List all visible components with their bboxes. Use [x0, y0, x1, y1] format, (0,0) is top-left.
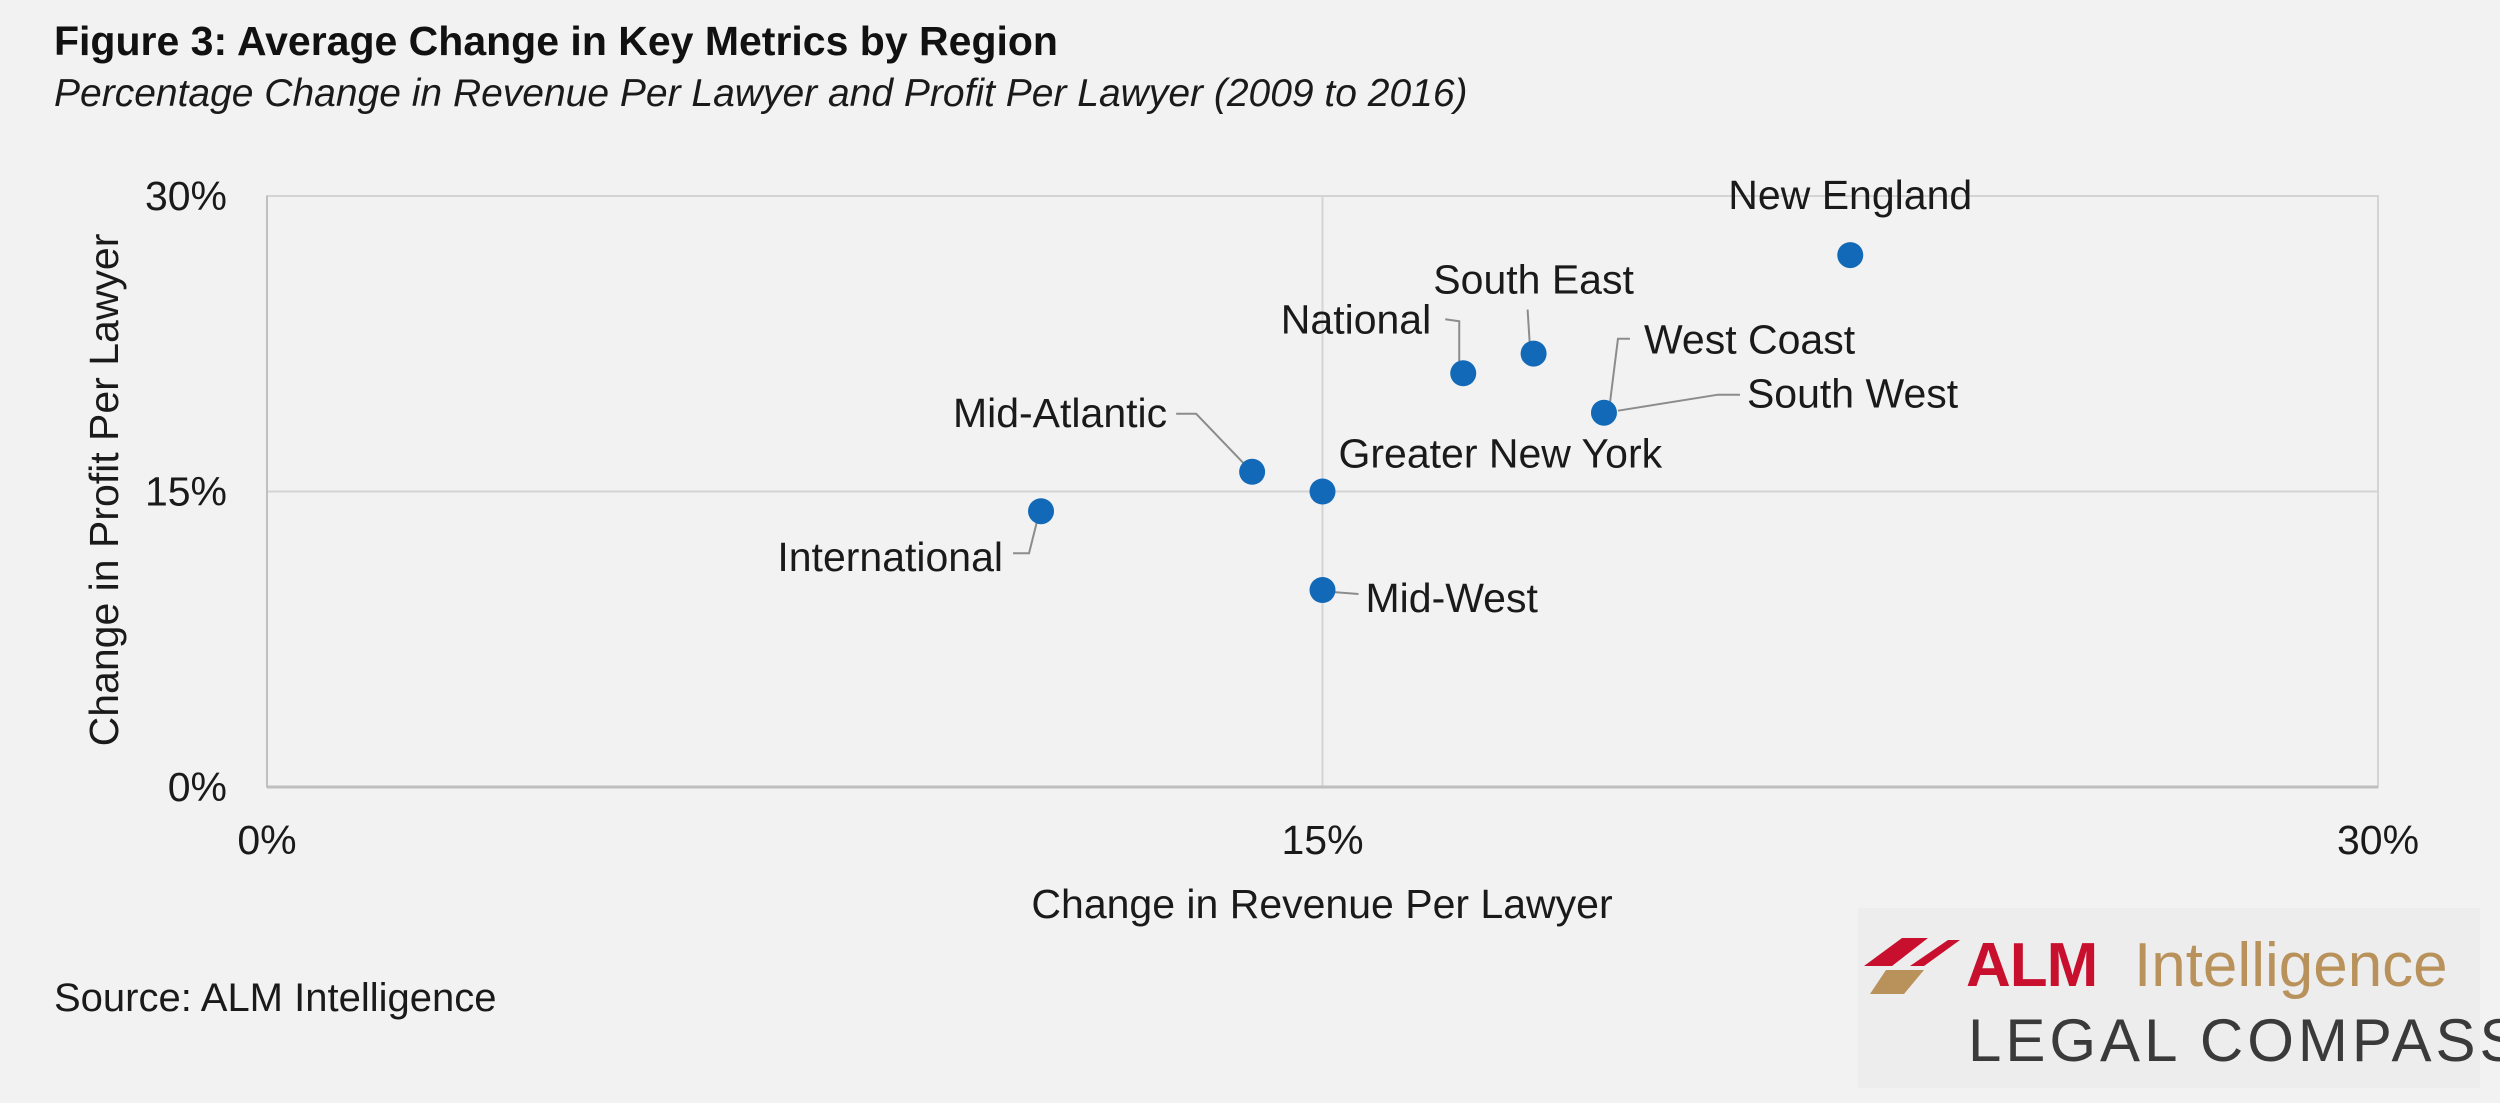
scatter-point: [1309, 478, 1336, 505]
scatter-point: [1590, 399, 1617, 426]
logo-brand: ALM: [1966, 931, 2098, 1000]
scatter-chart: 0% 15% 30% 0% 15% 30% Change in Revenue Per L…: [81, 172, 2419, 927]
x-tick-label: 15%: [1281, 817, 1363, 863]
point-label: Greater New York: [1339, 431, 1663, 477]
leader-line: [1608, 337, 1630, 403]
point-label: South East: [1433, 257, 1634, 303]
point-label: West Coast: [1644, 317, 1856, 363]
x-tick-label: 0%: [237, 817, 296, 863]
scatter-point: [1239, 458, 1266, 485]
alm-logo-mark-icon: [1864, 938, 1960, 994]
point-label: New England: [1728, 172, 1972, 218]
scatter-point: [1450, 360, 1477, 387]
x-axis-label: Change in Revenue Per Lawyer: [1031, 881, 1612, 927]
leader-line: [1013, 520, 1039, 555]
leader-line: [1445, 318, 1461, 362]
axis-tick-labels: 0% 15% 30% 0% 15% 30%: [145, 173, 2419, 863]
point-label: National: [1281, 296, 1431, 342]
scatter-point: [1309, 577, 1336, 603]
point-label: Mid-West: [1366, 575, 1539, 621]
alm-intelligence-logo: ALM Intelligence LEGAL COMPASS: [1858, 908, 2500, 1088]
scatter-point: [1028, 498, 1055, 525]
y-tick-label: 15%: [145, 469, 227, 515]
y-axis-label: Change in Profit Per Lawyer: [81, 234, 127, 747]
figure-title: Figure 3: Average Change in Key Metrics …: [54, 18, 1058, 64]
y-tick-label: 30%: [145, 173, 227, 219]
source-note: Source: ALM Intelligence: [54, 976, 497, 1020]
point-label: Mid-Atlantic: [953, 390, 1167, 436]
scatter-point: [1520, 340, 1547, 367]
leader-line: [1526, 309, 1531, 342]
figure-subtitle: Percentage Change in Revenue Per Lawyer …: [54, 72, 1468, 115]
scatter-point: [1837, 242, 1864, 269]
x-tick-label: 30%: [2337, 817, 2419, 863]
point-label: International: [777, 534, 1003, 580]
leader-line: [1176, 412, 1245, 465]
data-points: [1028, 242, 1864, 603]
leader-lines: [1013, 309, 1740, 595]
logo-product: Intelligence: [2134, 931, 2448, 1000]
leader-line: [1617, 393, 1740, 412]
point-label: South West: [1747, 371, 1959, 417]
y-tick-label: 0%: [168, 764, 227, 810]
logo-tagline: LEGAL COMPASS: [1968, 1007, 2500, 1074]
leader-line: [1332, 591, 1359, 595]
